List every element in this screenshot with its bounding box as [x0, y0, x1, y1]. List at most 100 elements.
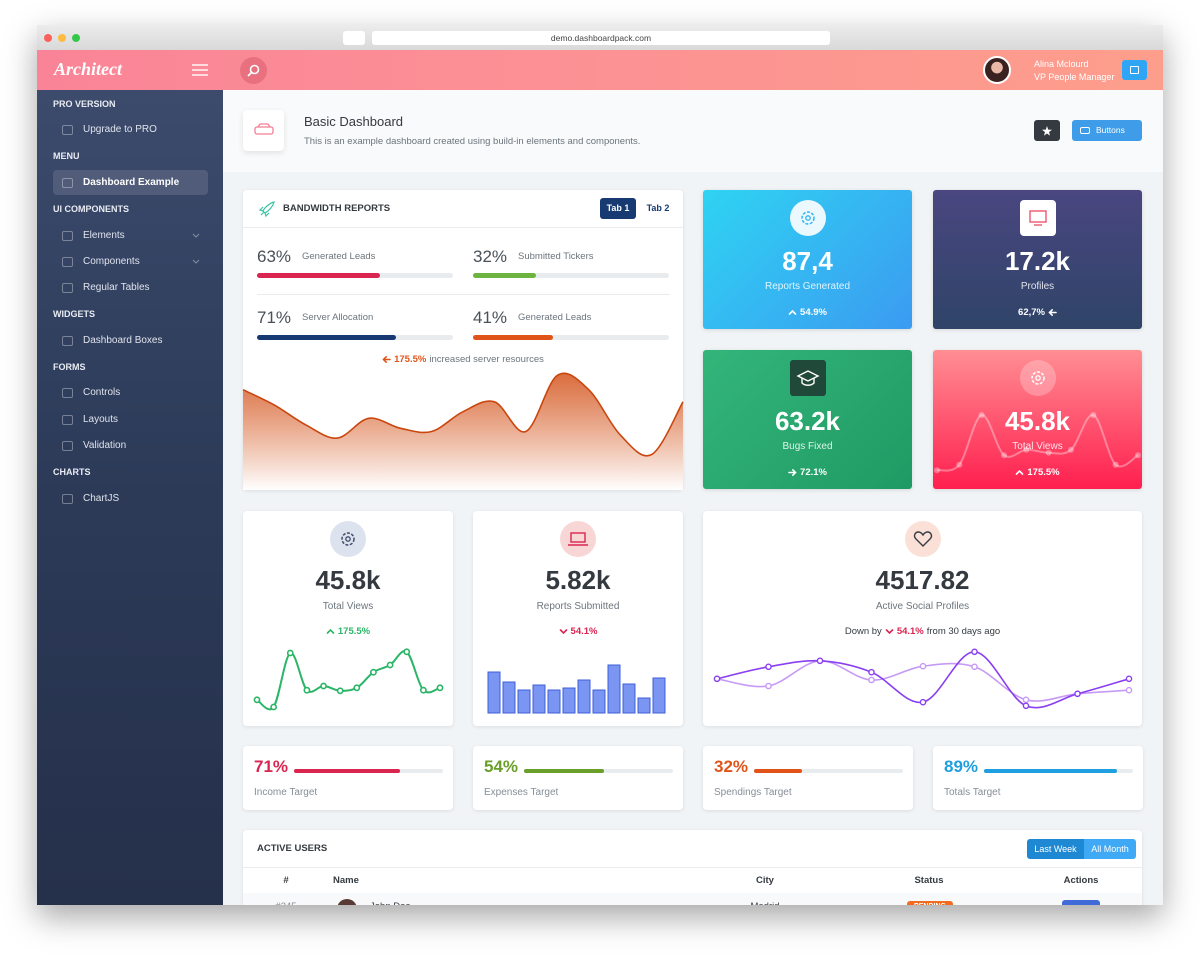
arrow-icon: [326, 628, 335, 634]
stat-change: 175.5%: [148, 624, 548, 638]
sidebar-item[interactable]: Dashboard Boxes: [83, 334, 163, 346]
sidebar-item[interactable]: Regular Tables: [83, 282, 150, 294]
sparkline-point: [403, 648, 411, 656]
car-body: [254, 126, 274, 135]
card-header-border: [243, 227, 683, 228]
progress-bar: [257, 273, 381, 278]
button-label[interactable]: All Month: [1091, 843, 1129, 854]
arrow-path: [382, 355, 391, 363]
target-bar: [754, 769, 802, 773]
sidebar-item[interactable]: Validation: [83, 439, 127, 451]
progress-value: 63%: [257, 246, 292, 266]
sidebar-icon: [62, 230, 73, 241]
progress-name: Server Allocation: [302, 312, 374, 324]
gear-hub: [1034, 375, 1041, 381]
sidebar-item[interactable]: Layouts: [83, 413, 119, 425]
avatar[interactable]: [983, 56, 1011, 84]
sidebar-heading: FORMS: [53, 361, 86, 372]
sidebar-item[interactable]: Dashboard Example: [83, 176, 180, 188]
tile-change: 54.9%: [608, 305, 1008, 319]
change: 175.5%: [394, 353, 427, 365]
icon-bg: [904, 521, 941, 557]
stat-icon: [330, 521, 366, 557]
calendar-button[interactable]: [1122, 60, 1147, 80]
tile-point: [1023, 446, 1030, 453]
sidebar-item[interactable]: Elements: [83, 229, 125, 241]
car-top: [257, 123, 271, 128]
chevron: [192, 233, 200, 238]
tile-value: 63.2k: [774, 406, 841, 437]
gear-hub: [345, 536, 351, 542]
icon-bg: [789, 200, 826, 236]
buttons-label: Buttons: [1096, 125, 1125, 136]
progress-name: Generated Leads: [302, 251, 376, 263]
target-card: [703, 746, 913, 810]
star-icon: [1042, 126, 1052, 136]
icon-bg: [1019, 360, 1056, 396]
tile-label: Reports Generated: [764, 281, 851, 292]
button-label[interactable]: Last Week: [1034, 843, 1077, 854]
tab-active[interactable]: [600, 198, 636, 219]
buttons-icon: [1080, 127, 1090, 134]
progress-bar: [257, 335, 397, 340]
sidebar-icon: [62, 125, 73, 136]
sidebar-heading: WIDGETS: [53, 309, 95, 319]
star: [1042, 126, 1052, 136]
progress-name: Generated Leads: [518, 312, 592, 324]
rocket: [258, 201, 275, 218]
sparkline-point: [336, 687, 344, 695]
sidebar-item[interactable]: Components: [83, 255, 140, 267]
laptop: [570, 532, 586, 543]
social-point: [816, 657, 824, 665]
sidebar-icon: [62, 256, 73, 267]
sidebar-icon: [62, 177, 73, 188]
search-button[interactable]: [240, 57, 267, 84]
arrow-icon: [382, 355, 391, 363]
cell: Madrid: [565, 901, 965, 905]
sparkline-point: [253, 696, 261, 704]
social-value: 4517.82: [875, 565, 970, 596]
area: [243, 373, 683, 490]
stat-icon: [560, 521, 596, 557]
tab[interactable]: Tab 1: [606, 203, 630, 214]
sparkline-point: [320, 682, 327, 690]
social-point: [1022, 696, 1030, 704]
change: 54.1%: [896, 625, 924, 637]
bar: [517, 689, 531, 714]
monitor: [1028, 210, 1047, 223]
note-text: increased server resources: [429, 353, 544, 365]
target-bar: [524, 769, 605, 773]
arrow-icon: [559, 628, 567, 634]
tile-point: [934, 467, 940, 474]
social-point: [919, 698, 927, 706]
sidebar-item[interactable]: Controls: [83, 387, 121, 399]
buttons-dropdown[interactable]: [1072, 120, 1142, 141]
arrow-path: [788, 468, 797, 476]
tile-point: [1135, 452, 1141, 459]
sidebar-icon: [62, 414, 73, 425]
page-icon-box: [243, 110, 284, 151]
sidebar-item[interactable]: ChartJS: [83, 492, 120, 504]
tab[interactable]: Tab 2: [646, 203, 670, 214]
sparkline-point: [436, 684, 444, 692]
sparkline-point: [286, 649, 294, 657]
social-change: Down by 54.1% from 30 days ago: [723, 624, 1123, 638]
sidebar-item[interactable]: Upgrade to PRO: [83, 124, 157, 136]
target-value: 89%: [944, 756, 979, 776]
lens: [249, 64, 260, 75]
sparkline-point: [303, 686, 311, 694]
social-point: [1074, 690, 1081, 698]
progress-name: Submitted Tickers: [518, 251, 594, 263]
bandwidth-chart: [242, 372, 684, 490]
arrow-icon: [1048, 308, 1057, 316]
action-button[interactable]: [1062, 900, 1100, 905]
social-point: [1125, 675, 1133, 683]
btn-last-week[interactable]: [1027, 839, 1084, 859]
btn-all-month[interactable]: [1084, 839, 1136, 859]
handle: [247, 71, 253, 77]
social-label: Active Social Profiles: [875, 601, 970, 612]
tile-point: [956, 461, 963, 468]
social-point: [765, 682, 772, 690]
divider: [257, 294, 670, 295]
